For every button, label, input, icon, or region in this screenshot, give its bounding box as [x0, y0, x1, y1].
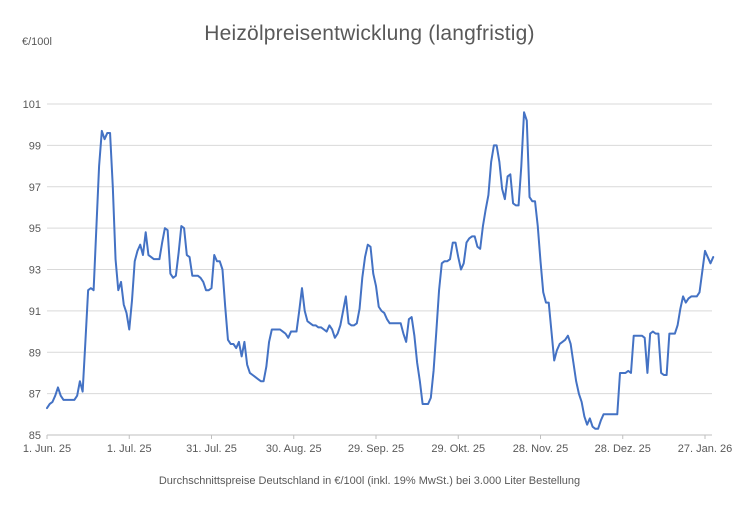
x-tick-label: 28. Nov. 25	[513, 443, 568, 455]
x-axis	[46, 435, 706, 439]
x-tick-label: 1. Jul. 25	[107, 443, 152, 455]
y-axis-unit-label: €/100l	[22, 36, 52, 48]
y-tick-label: 97	[29, 182, 41, 194]
y-tick-label: 89	[29, 347, 41, 359]
footer-caption: Durchschnittspreise Deutschland in €/100…	[158, 475, 581, 487]
x-tick-label: 27. Jan. 26	[678, 443, 732, 455]
x-tick-label: 1. Jun. 25	[23, 443, 71, 455]
x-tick-label: 29. Sep. 25	[348, 443, 404, 455]
x-tick-label: 28. Dez. 25	[595, 443, 651, 455]
x-tick-label: 31. Jul. 25	[186, 443, 237, 455]
y-tick-label: 101	[23, 99, 41, 111]
chart-title: Heizölpreisentwicklung (langfristig)	[204, 22, 535, 45]
gridlines	[47, 103, 712, 436]
x-tick-label: 29. Okt. 25	[431, 443, 485, 455]
y-tick-label: 85	[29, 430, 41, 442]
y-tick-label: 95	[29, 223, 41, 235]
y-tick-label: 87	[29, 389, 41, 401]
y-tick-label: 91	[29, 306, 41, 318]
y-axis-tick-labels: 85 87 89 91 93 95 97 99 101	[23, 99, 41, 442]
x-tick-label: 30. Aug. 25	[266, 443, 322, 455]
price-line-series	[46, 111, 715, 430]
y-tick-label: 99	[29, 140, 41, 152]
x-axis-tick-labels: 1. Jun. 25 1. Jul. 25 31. Jul. 25 30. Aug. …	[23, 443, 732, 455]
y-tick-label: 93	[29, 265, 41, 277]
